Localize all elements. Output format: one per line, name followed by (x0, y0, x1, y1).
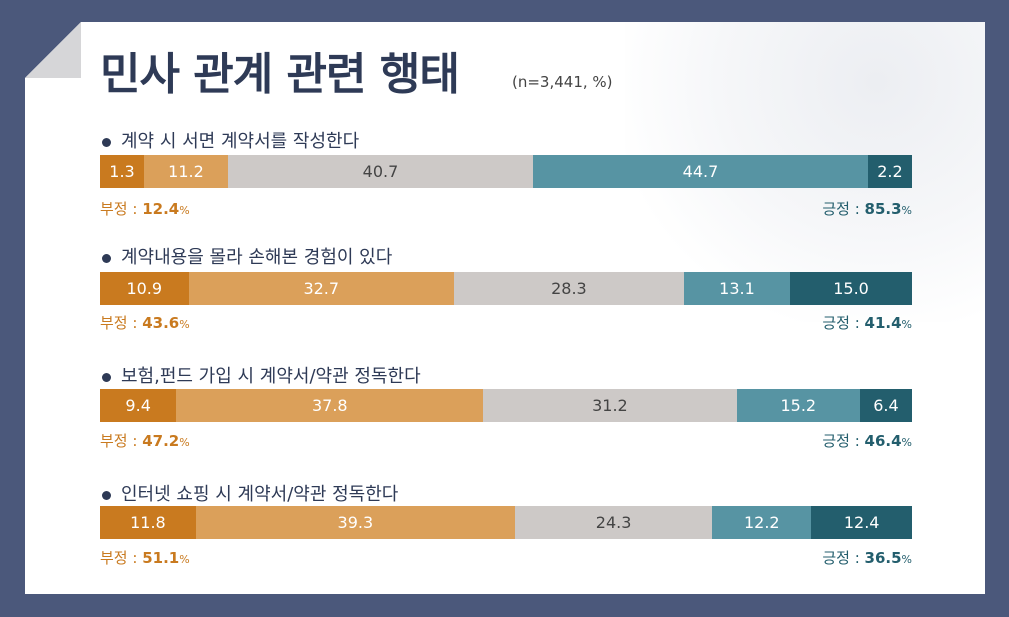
bar-segment: 9.4 (100, 389, 177, 422)
bar-segment: 11.8 (100, 506, 196, 539)
stacked-bar: 10.9 32.7 28.3 13.1 15.0 (100, 272, 912, 305)
bullet-icon (102, 490, 111, 500)
row-label: 보험,펀드 가입 시 계약서/약관 정독한다 (102, 362, 421, 388)
bar-segment: 1.3 (100, 155, 144, 188)
folded-corner (25, 22, 81, 78)
positive-total: 긍정 : 36.5% (822, 549, 912, 567)
negative-total: 부정 : 51.1% (100, 549, 190, 567)
bar-segment: 32.7 (188, 272, 455, 305)
row-label: 계약 시 서면 계약서를 작성한다 (102, 127, 359, 153)
bar-segment: 12.4 (811, 506, 912, 539)
bar-segment: 10.9 (100, 272, 189, 305)
row-label-text: 보험,펀드 가입 시 계약서/약관 정독한다 (121, 366, 421, 387)
bar-segment: 24.3 (514, 506, 713, 539)
row-label-text: 계약내용을 몰라 손해본 경험이 있다 (121, 247, 393, 268)
bar-segment: 37.8 (176, 389, 484, 422)
bullet-icon (102, 253, 111, 263)
row-label-text: 계약 시 서면 계약서를 작성한다 (121, 131, 360, 152)
chart-title: 민사 관계 관련 행태 (100, 49, 460, 100)
row-label-text: 인터넷 쇼핑 시 계약서/약관 정독한다 (121, 484, 399, 505)
bar-segment: 39.3 (195, 506, 515, 539)
bar-segment: 15.2 (736, 389, 860, 422)
stacked-bar: 1.3 11.2 40.7 44.7 2.2 (100, 155, 912, 188)
stacked-bar: 11.8 39.3 24.3 12.2 12.4 (100, 506, 912, 539)
bullet-icon (102, 372, 111, 382)
bar-segment: 31.2 (483, 389, 737, 422)
bar-segment: 11.2 (144, 155, 228, 188)
negative-total: 부정 : 12.4% (100, 200, 190, 218)
positive-total: 긍정 : 41.4% (822, 314, 912, 332)
bullet-icon (102, 137, 111, 147)
chart-subtitle: (n=3,441, %) (512, 73, 613, 91)
bar-segment: 28.3 (454, 272, 684, 305)
bar-segment: 13.1 (683, 272, 791, 305)
bar-segment: 12.2 (712, 506, 812, 539)
negative-total: 부정 : 43.6% (100, 314, 190, 332)
bar-segment: 15.0 (790, 272, 912, 305)
positive-total: 긍정 : 46.4% (822, 432, 912, 450)
bar-segment: 40.7 (227, 155, 533, 188)
bar-segment: 6.4 (860, 389, 912, 422)
negative-total: 부정 : 47.2% (100, 432, 190, 450)
bar-segment: 2.2 (867, 155, 912, 188)
bar-segment: 44.7 (532, 155, 868, 188)
stacked-bar: 9.4 37.8 31.2 15.2 6.4 (100, 389, 912, 422)
positive-total: 긍정 : 85.3% (822, 200, 912, 218)
row-label: 인터넷 쇼핑 시 계약서/약관 정독한다 (102, 480, 398, 506)
row-label: 계약내용을 몰라 손해본 경험이 있다 (102, 243, 392, 269)
